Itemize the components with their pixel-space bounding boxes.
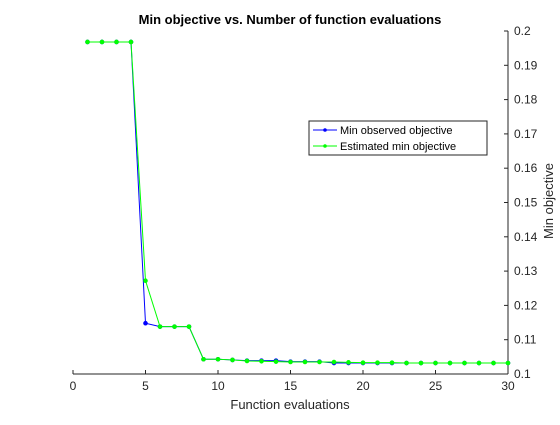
- data-point: [447, 360, 453, 366]
- data-point: [331, 359, 337, 365]
- data-point: [172, 324, 177, 329]
- legend-swatch-marker: [323, 144, 327, 148]
- data-point: [85, 39, 90, 45]
- y-tick-label: 0.16: [514, 161, 538, 175]
- data-point: [273, 359, 279, 364]
- data-point: [433, 360, 438, 366]
- data-point: [302, 359, 308, 365]
- x-tick-label: 10: [211, 379, 225, 393]
- y-tick-label: 0.17: [514, 127, 538, 141]
- data-point: [288, 359, 293, 365]
- data-point: [462, 360, 467, 366]
- series-line-2: [87, 41, 508, 364]
- y-tick-label: 0.18: [514, 93, 538, 107]
- y-tick-label: 0.13: [514, 264, 538, 278]
- y-tick-label: 0.14: [514, 230, 538, 244]
- y-tick-label: 0.2: [514, 24, 531, 38]
- legend-label: Min observed objective: [340, 125, 453, 137]
- data-point: [360, 360, 366, 365]
- y-tick-label: 0.15: [514, 196, 538, 210]
- legend-swatch-marker: [323, 128, 327, 132]
- data-point: [244, 358, 250, 364]
- x-tick-label: 0: [70, 379, 77, 393]
- axes: 0 5 10 15 20 25 300.1 0.11 0.12 0.13 0.14 0.15 0.16 0…: [70, 24, 538, 393]
- data-point: [375, 360, 380, 365]
- y-tick-label: 0.19: [514, 58, 538, 72]
- data-point: [128, 39, 134, 45]
- data-point: [346, 360, 351, 365]
- legend-box: [308, 120, 488, 156]
- data-point: [230, 357, 235, 363]
- y-tick-label: 0.1: [514, 367, 531, 381]
- data-point: [389, 360, 395, 365]
- plot-series: [85, 39, 511, 366]
- data-point: [505, 360, 511, 366]
- data-point: [476, 360, 482, 366]
- x-tick-label: 25: [429, 379, 443, 393]
- data-point: [114, 39, 119, 45]
- data-point: [157, 324, 163, 329]
- data-point: [418, 360, 424, 366]
- y-axis-label: Min objective: [541, 163, 556, 239]
- x-axis-label: Function evaluations: [230, 397, 350, 412]
- data-point: [99, 39, 105, 45]
- data-point: [259, 359, 264, 364]
- legend-label: Estimated min objective: [340, 141, 456, 153]
- data-point: [186, 324, 192, 329]
- data-point: [143, 278, 148, 284]
- data-point: [491, 360, 496, 366]
- data-point: [215, 356, 221, 362]
- x-tick-label: 20: [356, 379, 370, 393]
- x-tick-label: 30: [501, 379, 515, 393]
- data-point: [143, 320, 148, 326]
- y-tick-label: 0.12: [514, 298, 538, 312]
- y-tick-label: 0.11: [514, 333, 537, 347]
- x-tick-label: 15: [284, 379, 298, 393]
- x-tick-label: 5: [142, 379, 149, 393]
- legend: Min observed objective Estimated min obje…: [308, 120, 488, 156]
- chart-title: Min objective vs. Number of function eva…: [139, 12, 442, 27]
- data-point: [201, 356, 206, 362]
- data-point: [317, 359, 322, 365]
- data-point: [404, 360, 409, 366]
